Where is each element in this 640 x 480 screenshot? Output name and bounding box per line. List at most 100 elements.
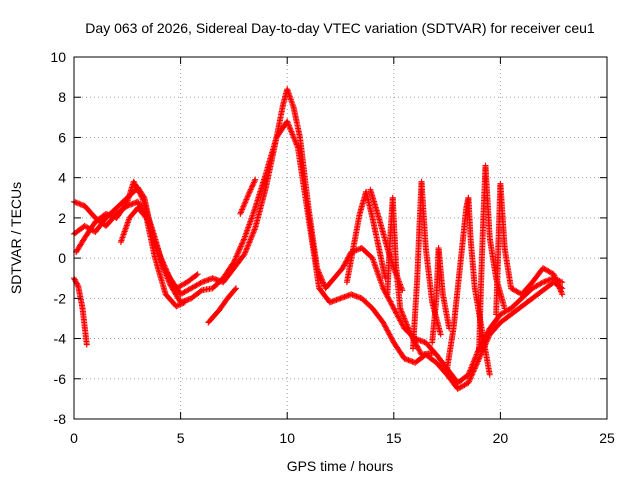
data-point	[473, 361, 480, 368]
data-point	[415, 346, 422, 353]
data-point	[470, 368, 477, 375]
y-tick-label: 0	[58, 250, 66, 266]
data-point	[466, 376, 473, 383]
x-tick-label: 15	[386, 430, 402, 446]
y-tick-label: -4	[54, 331, 67, 347]
data-point	[232, 254, 239, 261]
data-point	[181, 299, 188, 306]
data-point	[318, 276, 325, 283]
data-point	[173, 303, 180, 310]
data-point	[71, 276, 78, 283]
data-point	[385, 330, 392, 337]
data-point	[179, 300, 186, 307]
y-tick-label: -8	[54, 411, 67, 427]
series-arc-10	[384, 194, 438, 358]
data-point	[431, 349, 438, 356]
data-point	[237, 210, 244, 217]
data-point	[240, 236, 247, 243]
data-point	[474, 359, 481, 366]
data-point	[340, 263, 347, 270]
data-point	[136, 189, 143, 196]
data-point	[133, 184, 140, 191]
y-tick-label: -6	[54, 371, 67, 387]
x-tick-label: 20	[493, 430, 509, 446]
data-point	[392, 309, 399, 316]
data-point	[250, 179, 257, 186]
data-point	[137, 192, 144, 199]
data-point	[385, 294, 392, 301]
y-tick-label: 6	[58, 129, 66, 145]
data-point	[180, 300, 187, 307]
x-axis-label: GPS time / hours	[287, 458, 394, 474]
data-point	[468, 372, 475, 379]
data-point	[384, 327, 391, 334]
y-tick-label: 4	[58, 170, 66, 186]
data-point	[234, 250, 241, 257]
data-point	[250, 180, 257, 187]
data-point	[247, 187, 254, 194]
data-point	[239, 206, 246, 213]
data-point	[477, 352, 484, 359]
data-point	[176, 302, 183, 309]
data-point	[134, 185, 141, 192]
data-point	[240, 203, 247, 210]
data-point	[339, 265, 346, 272]
data-point	[341, 262, 348, 269]
data-point	[246, 189, 253, 196]
data-point	[130, 178, 137, 185]
data-point	[251, 178, 258, 185]
data-point	[386, 297, 393, 304]
data-point	[437, 331, 444, 338]
data-point	[471, 365, 478, 372]
data-point	[131, 180, 138, 187]
data-point	[242, 197, 249, 204]
data-point	[471, 367, 478, 374]
data-point	[135, 188, 142, 195]
data-point	[382, 324, 389, 331]
data-point	[467, 375, 474, 382]
data-point	[559, 279, 566, 286]
data-point	[396, 316, 403, 323]
y-tick-label: 2	[58, 210, 66, 226]
data-point	[132, 182, 139, 189]
data-point	[252, 176, 259, 183]
data-point	[485, 334, 492, 341]
x-tick-label: 0	[70, 430, 78, 446]
y-axis-label: SDTVAR / TECUs	[8, 182, 24, 294]
data-point	[388, 335, 395, 342]
data-point	[123, 200, 130, 207]
data-point	[230, 259, 237, 266]
data-point	[248, 185, 255, 192]
data-point	[465, 379, 472, 386]
data-point	[197, 288, 204, 295]
data-point	[230, 260, 237, 267]
series-arc-8	[343, 188, 389, 286]
data-point	[134, 186, 141, 193]
y-tick-label: -2	[54, 290, 67, 306]
data-point	[238, 207, 245, 214]
data-point	[389, 302, 396, 309]
data-point	[138, 193, 145, 200]
x-tick-label: 5	[177, 430, 185, 446]
data-point	[234, 252, 241, 259]
series-arc-12	[429, 245, 453, 346]
data-point	[394, 312, 401, 319]
data-point	[237, 243, 244, 250]
data-point	[240, 237, 247, 244]
data-point	[388, 301, 395, 308]
data-point	[132, 181, 139, 188]
data-point	[236, 246, 243, 253]
data-point	[72, 277, 79, 284]
grid	[74, 57, 607, 419]
data-point	[472, 364, 479, 371]
data-point	[341, 261, 348, 268]
data-point	[174, 302, 181, 309]
data-point	[382, 323, 389, 330]
data-point	[392, 308, 399, 315]
data-point	[244, 193, 251, 200]
data-point	[134, 198, 141, 205]
data-point	[233, 253, 240, 260]
data-point	[247, 186, 254, 193]
x-tick-label: 10	[279, 430, 295, 446]
data-point	[469, 369, 476, 376]
